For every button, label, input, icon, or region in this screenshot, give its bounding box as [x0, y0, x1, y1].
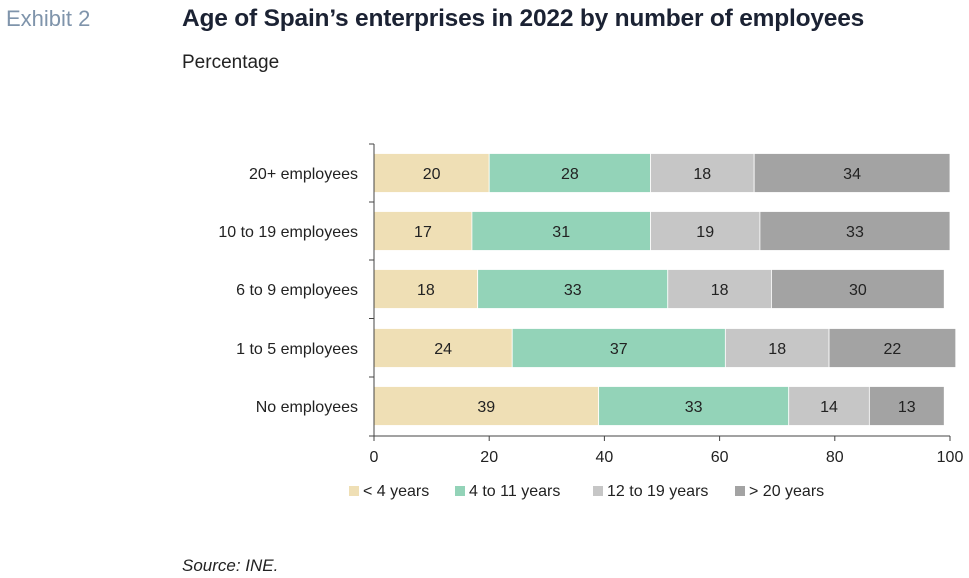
bar-segment [753, 153, 951, 193]
bar-segment [667, 269, 772, 309]
source-note: Source: INE. [182, 556, 279, 575]
category-label: 20+ employees [249, 166, 358, 183]
data-label: 22 [884, 341, 902, 358]
legend-label: 4 to 11 years [469, 483, 560, 500]
data-label: 18 [417, 282, 435, 299]
data-label: 39 [477, 399, 495, 416]
x-tick-label: 60 [711, 449, 729, 466]
category-label: No employees [256, 399, 358, 416]
data-label: 24 [434, 341, 452, 358]
bar-segment [788, 386, 870, 426]
data-label: 13 [898, 399, 916, 416]
data-label: 33 [846, 224, 864, 241]
bar-segment [373, 386, 600, 426]
x-tick-label: 20 [480, 449, 498, 466]
x-tick-label: 40 [596, 449, 614, 466]
bar-segment [477, 269, 669, 309]
data-label: 28 [561, 166, 579, 183]
chart-subtitle: Percentage [182, 52, 280, 73]
legend-swatch [455, 486, 465, 496]
x-tick-label: 0 [370, 449, 379, 466]
legend-swatch [593, 486, 603, 496]
x-tick-label: 80 [826, 449, 844, 466]
legend-label: 12 to 19 years [607, 483, 708, 500]
category-label: 10 to 19 employees [218, 224, 358, 241]
data-label: 14 [820, 399, 838, 416]
data-label: 18 [711, 282, 729, 299]
bar-segment [373, 211, 473, 251]
legend-label: < 4 years [363, 483, 429, 500]
bar-segment [771, 269, 945, 309]
data-label: 18 [693, 166, 711, 183]
bar-segment [650, 211, 761, 251]
category-label: 1 to 5 employees [236, 341, 358, 358]
chart-title: Age of Spain’s enterprises in 2022 by nu… [182, 5, 865, 32]
bar-segment [471, 211, 651, 251]
data-label: 33 [685, 399, 703, 416]
data-label: 17 [414, 224, 432, 241]
data-label: 34 [843, 166, 861, 183]
bar-segment [511, 328, 726, 368]
bar-segment [373, 328, 513, 368]
legend-label: > 20 years [749, 483, 824, 500]
bar-segment [759, 211, 951, 251]
data-label: 33 [564, 282, 582, 299]
bar-segment [868, 386, 945, 426]
data-label: 30 [849, 282, 867, 299]
data-label: 20 [423, 166, 441, 183]
bar-segment [650, 153, 755, 193]
bar-segment [828, 328, 957, 368]
x-tick-label: 100 [937, 449, 964, 466]
bar-segment [724, 328, 830, 368]
legend-swatch [349, 486, 359, 496]
bar-segment [598, 386, 790, 426]
data-label: 37 [610, 341, 628, 358]
legend-swatch [735, 486, 745, 496]
exhibit-label: Exhibit 2 [6, 6, 91, 31]
data-label: 31 [552, 224, 570, 241]
data-label: 19 [696, 224, 714, 241]
data-label: 18 [768, 341, 786, 358]
bar-segment [488, 153, 651, 193]
category-label: 6 to 9 employees [236, 282, 358, 299]
